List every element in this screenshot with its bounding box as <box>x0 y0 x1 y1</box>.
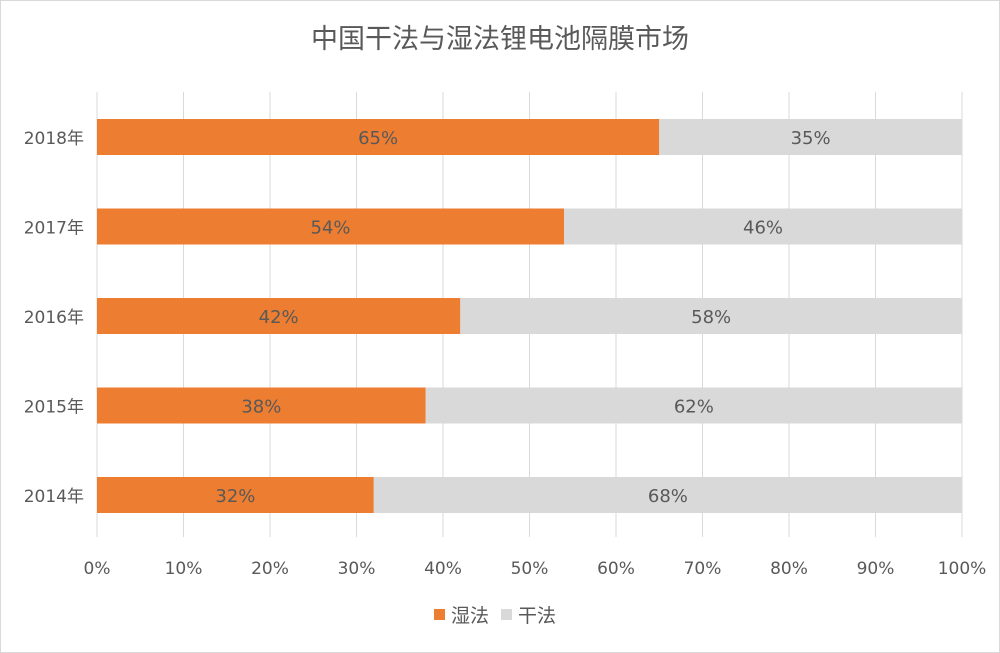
bar-segment <box>659 119 962 155</box>
x-tick-label: 10% <box>165 559 203 579</box>
data-label: 62% <box>674 397 714 418</box>
chart-title: 中国干法与湿法锂电池隔膜市场 <box>311 24 689 55</box>
data-label: 58% <box>691 307 731 328</box>
bar-segment <box>97 387 426 424</box>
bar-segment <box>564 208 962 245</box>
data-label: 32% <box>215 486 255 507</box>
legend: 湿法 干法 <box>434 605 556 627</box>
bar-segment <box>97 477 374 513</box>
x-tick-label: 60% <box>597 559 635 579</box>
data-label: 46% <box>743 218 783 239</box>
x-tick-label: 0% <box>84 559 111 579</box>
legend-label: 干法 <box>518 605 556 627</box>
legend-item: 干法 <box>501 605 556 627</box>
x-tick-label: 40% <box>424 559 462 579</box>
data-label: 35% <box>791 128 831 149</box>
x-tick-label: 70% <box>684 559 722 579</box>
y-category-label: 2017年 <box>24 219 84 239</box>
bar-segment <box>97 119 660 155</box>
bar-segment <box>97 298 461 334</box>
legend-label: 湿法 <box>451 605 489 627</box>
y-category-label: 2018年 <box>24 129 84 149</box>
data-label: 65% <box>358 128 398 149</box>
legend-swatch <box>434 609 445 620</box>
x-axis-labels: 0% 10% 20% 30% 40% 50% 60% 70% 80% 90% 100% <box>84 559 987 579</box>
x-tick-label: 80% <box>770 559 808 579</box>
bar-segment <box>373 477 962 513</box>
bar-segment <box>97 208 565 245</box>
data-label: 42% <box>259 307 299 328</box>
x-tick-label: 100% <box>938 559 987 579</box>
bar-segment <box>425 387 962 424</box>
legend-swatch <box>501 609 512 620</box>
y-category-label: 2015年 <box>24 398 84 418</box>
x-tick-label: 30% <box>338 559 376 579</box>
bar-segment <box>460 298 962 334</box>
data-label: 38% <box>241 397 281 418</box>
x-tick-label: 90% <box>857 559 895 579</box>
x-tick-label: 20% <box>251 559 289 579</box>
legend-item: 湿法 <box>434 605 489 627</box>
y-axis-labels: 2018年 2017年 2016年 2015年 2014年 <box>24 129 84 507</box>
y-category-label: 2014年 <box>24 487 84 507</box>
y-category-label: 2016年 <box>24 308 84 328</box>
data-label: 68% <box>648 486 688 507</box>
data-label: 54% <box>311 218 351 239</box>
bars: 65% 35% 54% 46% 42% 58% 38% 62% 32% 68% <box>97 119 962 513</box>
x-tick-label: 50% <box>511 559 549 579</box>
